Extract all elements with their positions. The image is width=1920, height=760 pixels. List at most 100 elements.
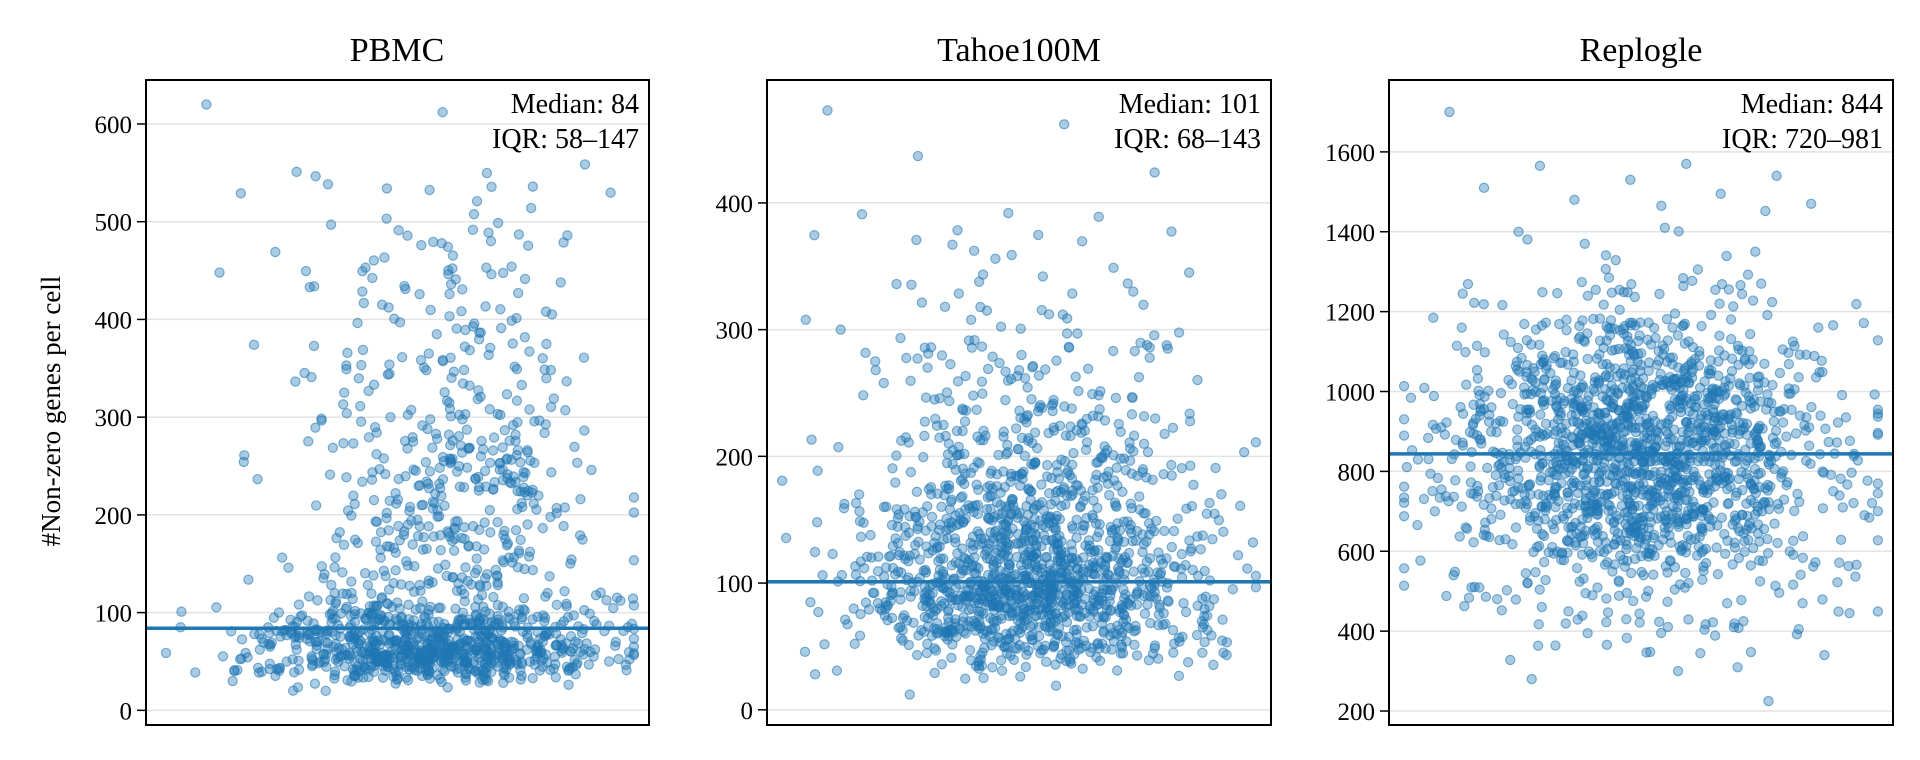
data-point: [1723, 413, 1734, 425]
data-point: [940, 525, 952, 536]
data-point: [1100, 561, 1111, 573]
data-point: [479, 465, 491, 477]
data-point: [1752, 424, 1764, 435]
data-point: [1465, 461, 1476, 472]
data-point: [1872, 535, 1884, 546]
data-point: [1204, 497, 1215, 509]
data-point: [1742, 269, 1754, 280]
data-point: [353, 373, 364, 384]
data-point: [428, 531, 440, 542]
data-point: [913, 630, 924, 641]
data-point: [368, 255, 380, 266]
data-point: [1843, 560, 1854, 572]
data-point: [1187, 564, 1198, 576]
data-point: [527, 181, 539, 192]
data-point: [562, 230, 573, 241]
data-point: [1695, 422, 1707, 433]
data-point: [1451, 340, 1463, 352]
data-point: [1840, 412, 1852, 423]
data-point: [1067, 523, 1079, 535]
data-point: [1709, 630, 1721, 641]
data-point: [550, 640, 561, 651]
data-point: [1681, 158, 1692, 170]
data-point: [1145, 591, 1156, 602]
data-point: [1566, 478, 1577, 489]
data-point: [976, 341, 988, 352]
data-point: [1051, 459, 1063, 471]
data-point: [366, 474, 378, 485]
data-point: [912, 150, 924, 162]
data-point: [509, 361, 520, 372]
data-point: [912, 523, 923, 535]
data-point: [1776, 472, 1787, 483]
data-point: [460, 408, 471, 420]
data-point: [910, 539, 921, 551]
data-point: [621, 665, 632, 676]
data-point: [548, 393, 559, 404]
data-point: [1795, 569, 1806, 581]
data-point: [1744, 346, 1755, 357]
data-point: [337, 588, 348, 599]
data-point: [1598, 462, 1609, 473]
data-point: [856, 209, 868, 220]
data-point: [982, 363, 994, 375]
data-point: [1405, 392, 1417, 403]
data-point: [1592, 509, 1603, 520]
data-point: [1564, 466, 1575, 478]
data-point: [1600, 263, 1611, 275]
data-point: [414, 520, 425, 532]
data-point: [524, 404, 535, 415]
data-point: [1176, 548, 1187, 560]
data-point: [1462, 278, 1474, 290]
data-point: [1147, 474, 1158, 486]
data-point: [473, 485, 485, 496]
data-point: [316, 561, 327, 572]
data-point: [1192, 374, 1203, 386]
data-point: [891, 450, 902, 461]
data-point: [291, 166, 302, 178]
data-point: [416, 239, 427, 251]
data-point: [1601, 593, 1612, 604]
data-point: [1537, 286, 1548, 298]
data-point: [925, 342, 937, 353]
data-point: [610, 636, 622, 648]
data-point: [1483, 409, 1495, 421]
data-point: [1107, 345, 1119, 357]
data-point: [1552, 287, 1563, 299]
data-point: [998, 466, 1009, 477]
data-point: [1577, 315, 1588, 326]
data-point: [1036, 497, 1048, 508]
data-point: [1615, 368, 1627, 379]
data-point: [1696, 320, 1707, 332]
data-point: [1083, 543, 1095, 555]
data-point: [507, 338, 518, 349]
data-point: [1625, 525, 1636, 537]
data-point: [1805, 198, 1817, 210]
data-point: [541, 338, 552, 350]
data-point: [464, 442, 475, 453]
y-tick-label: 1000: [1325, 380, 1375, 407]
data-point: [812, 465, 823, 476]
data-point: [1638, 570, 1649, 581]
data-point: [559, 502, 571, 513]
data-point: [1038, 505, 1050, 516]
data-point: [1642, 334, 1653, 346]
data-point: [1178, 597, 1189, 609]
data-point: [447, 435, 459, 446]
data-point: [429, 497, 440, 509]
data-point: [1490, 490, 1502, 502]
data-point: [1619, 320, 1630, 332]
data-point: [1783, 358, 1795, 370]
data-point: [355, 400, 366, 412]
data-point: [425, 414, 436, 425]
data-point: [1081, 413, 1093, 425]
data-point: [366, 588, 377, 599]
data-point: [1748, 394, 1760, 405]
data-point: [1166, 470, 1177, 481]
data-point: [1769, 518, 1780, 529]
data-point: [1095, 452, 1106, 464]
data-point: [1781, 431, 1792, 442]
data-point: [1558, 398, 1569, 409]
data-point: [471, 195, 483, 207]
